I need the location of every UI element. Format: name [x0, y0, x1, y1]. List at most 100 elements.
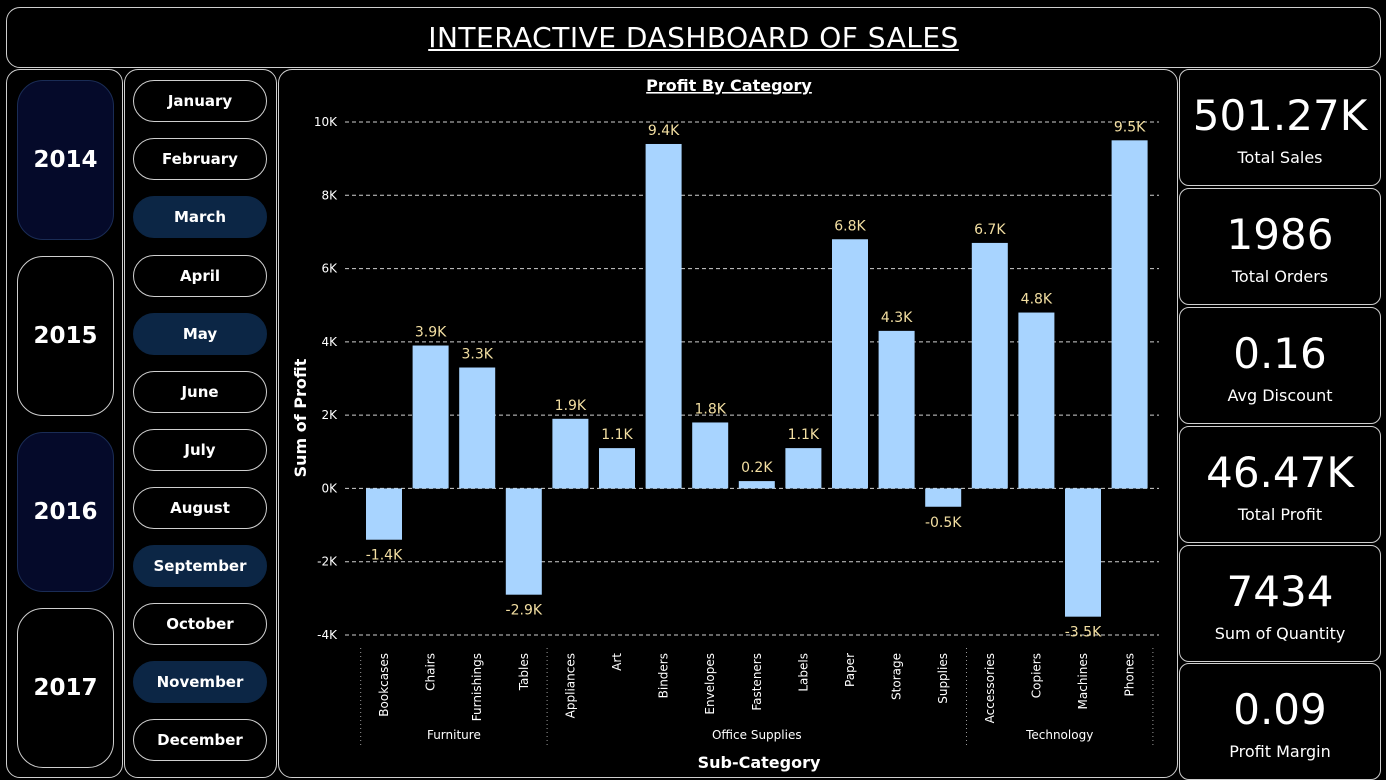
kpi-value-avg-discount: 0.16	[1233, 329, 1327, 378]
bar-accessories[interactable]	[971, 242, 1008, 489]
x-tick-label-envelopes: Envelopes	[703, 653, 717, 715]
y-tick-label: 10K	[314, 115, 338, 129]
kpi-card-avg-discount: 0.16 Avg Discount	[1179, 307, 1381, 424]
kpi-label-avg-discount: Avg Discount	[1227, 386, 1333, 405]
kpi-card-profit-margin: 0.09 Profit Margin	[1179, 663, 1381, 780]
data-label-paper: 6.8K	[834, 218, 866, 234]
bar-machines[interactable]	[1065, 488, 1101, 617]
x-tick-label-labels: Labels	[796, 653, 810, 692]
group-label-technology: Technology	[1025, 728, 1093, 742]
x-axis-title: Sub-Category	[698, 753, 821, 772]
bar-tables[interactable]	[505, 488, 542, 595]
month-button-november[interactable]: November	[133, 661, 267, 703]
y-tick-label: -4K	[317, 628, 338, 642]
year-slicer: 2014 2015 2016 2017	[6, 69, 123, 778]
y-tick-label: 4K	[321, 335, 338, 349]
kpi-value-total-orders: 1986	[1226, 210, 1334, 259]
bars	[366, 140, 1148, 617]
kpi-value-total-sales: 501.27K	[1192, 91, 1368, 140]
month-button-december[interactable]: December	[133, 719, 267, 761]
month-button-march[interactable]: March	[133, 196, 267, 238]
x-tick-label-art: Art	[610, 653, 624, 671]
data-label-machines: -3.5K	[1065, 625, 1102, 641]
data-label-chairs: 3.9K	[415, 325, 447, 341]
bar-supplies[interactable]	[925, 488, 962, 507]
data-labels: -1.4K 3.9K 3.3K -2.9K 1.9K 1.1K 9.4K 1.8K 0.2K 1.…	[366, 119, 1146, 640]
month-button-october[interactable]: October	[133, 603, 267, 645]
page-title: INTERACTIVE DASHBOARD OF SALES	[428, 21, 959, 54]
kpi-value-profit-margin: 0.09	[1233, 685, 1327, 734]
x-tick-label-paper: Paper	[843, 653, 857, 687]
month-button-july[interactable]: July	[133, 429, 267, 471]
year-button-2017[interactable]: 2017	[17, 608, 114, 768]
month-button-june[interactable]: June	[133, 371, 267, 413]
title-panel: INTERACTIVE DASHBOARD OF SALES	[6, 7, 1381, 68]
x-tick-label-storage: Storage	[890, 653, 904, 700]
data-label-copiers: 4.8K	[1021, 292, 1053, 308]
profit-by-category-chart: -4K -2K 0K 2K 4K 6K 8K 10K -1.4K 3.9K 3.3K -2.9K 1.…	[291, 76, 1159, 772]
year-button-2015[interactable]: 2015	[17, 256, 114, 416]
data-label-fasteners: 0.2K	[741, 460, 773, 476]
x-tick-label-chairs: Chairs	[424, 653, 438, 691]
kpi-label-total-sales: Total Sales	[1237, 148, 1323, 167]
kpi-card-sum-of-quantity: 7434 Sum of Quantity	[1179, 545, 1381, 662]
year-button-2016[interactable]: 2016	[17, 432, 114, 592]
month-button-april[interactable]: April	[133, 255, 267, 297]
y-tick-label: 0K	[321, 481, 338, 495]
bar-paper[interactable]	[832, 239, 868, 489]
x-tick-label-machines: Machines	[1076, 653, 1090, 709]
y-axis-ticks: -4K -2K 0K 2K 4K 6K 8K 10K	[314, 115, 338, 642]
x-tick-label-accessories: Accessories	[983, 653, 997, 723]
month-button-january[interactable]: January	[133, 80, 267, 122]
data-label-binders: 9.4K	[648, 123, 680, 139]
data-label-appliances: 1.9K	[555, 398, 587, 414]
data-label-labels: 1.1K	[788, 427, 820, 443]
bar-copiers[interactable]	[1018, 312, 1055, 489]
bar-appliances[interactable]	[552, 418, 589, 489]
kpi-value-total-profit: 46.47K	[1206, 448, 1354, 497]
chart-title: Profit By Category	[646, 76, 812, 95]
bar-chairs[interactable]	[412, 345, 449, 489]
year-button-2014[interactable]: 2014	[17, 80, 114, 240]
month-button-may[interactable]: May	[133, 313, 267, 355]
bar-envelopes[interactable]	[692, 422, 729, 489]
bar-binders[interactable]	[645, 143, 682, 489]
bar-bookcases[interactable]	[366, 488, 402, 540]
x-tick-label-appliances: Appliances	[563, 653, 577, 718]
bar-labels[interactable]	[785, 448, 822, 489]
kpi-label-total-orders: Total Orders	[1231, 267, 1329, 286]
month-button-september[interactable]: September	[133, 545, 267, 587]
data-label-envelopes: 1.8K	[694, 401, 726, 417]
data-label-phones: 9.5K	[1114, 119, 1146, 135]
kpi-label-sum-of-quantity: Sum of Quantity	[1214, 624, 1346, 643]
x-tick-label-phones: Phones	[1123, 653, 1137, 696]
bar-art[interactable]	[599, 448, 635, 489]
y-tick-label: 8K	[321, 188, 338, 202]
data-label-art: 1.1K	[601, 427, 633, 443]
kpi-label-total-profit: Total Profit	[1237, 505, 1323, 524]
data-label-supplies: -0.5K	[925, 515, 962, 531]
group-label-furniture: Furniture	[427, 728, 481, 742]
month-button-august[interactable]: August	[133, 487, 267, 529]
bar-fasteners[interactable]	[738, 481, 775, 489]
data-label-accessories: 6.7K	[974, 222, 1006, 238]
x-tick-label-fasteners: Fasteners	[750, 653, 764, 711]
profit-chart-panel: -4K -2K 0K 2K 4K 6K 8K 10K -1.4K 3.9K 3.3K -2.9K 1.…	[278, 69, 1178, 778]
x-tick-label-copiers: Copiers	[1029, 653, 1043, 698]
month-button-february[interactable]: February	[133, 138, 267, 180]
kpi-card-total-sales: 501.27K Total Sales	[1179, 69, 1381, 186]
x-tick-label-tables: Tables	[517, 653, 531, 691]
x-tick-label-supplies: Supplies	[936, 653, 950, 704]
y-axis-title: Sum of Profit	[291, 358, 310, 477]
kpi-value-sum-of-quantity: 7434	[1226, 567, 1334, 616]
y-tick-label: 2K	[321, 408, 338, 422]
kpi-label-profit-margin: Profit Margin	[1229, 742, 1331, 761]
kpi-card-total-orders: 1986 Total Orders	[1179, 188, 1381, 305]
bar-phones[interactable]	[1111, 140, 1148, 489]
bar-furnishings[interactable]	[459, 367, 496, 489]
data-label-storage: 4.3K	[881, 310, 913, 326]
x-tick-label-furnishings: Furnishings	[470, 653, 484, 721]
x-tick-label-bookcases: Bookcases	[377, 653, 391, 717]
y-tick-label: -2K	[317, 555, 338, 569]
bar-storage[interactable]	[878, 330, 915, 489]
